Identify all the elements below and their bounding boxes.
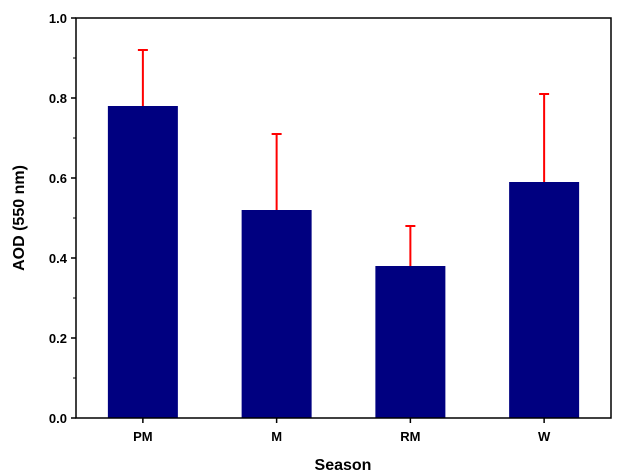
bar-rm: [375, 266, 446, 418]
x-tick-label-pm: PM: [133, 429, 153, 444]
y-tick-label: 0.2: [49, 331, 67, 346]
bar-pm: [107, 106, 178, 418]
x-axis: PM M RM W: [133, 418, 551, 444]
x-tick-label-w: W: [538, 429, 551, 444]
x-tick-label-m: M: [271, 429, 282, 444]
y-tick-label: 0.6: [49, 171, 67, 186]
y-tick-label: 0.8: [49, 91, 67, 106]
y-tick-label: 1.0: [49, 11, 67, 26]
error-bars-layer: [137, 49, 550, 266]
x-tick-label-rm: RM: [400, 429, 420, 444]
bars-layer: [107, 106, 580, 418]
y-axis-title: AOD (550 nm): [11, 165, 28, 271]
x-axis-title: Season: [315, 457, 372, 474]
bar-m: [241, 210, 312, 418]
bar-w: [509, 182, 580, 418]
y-tick-label: 0.0: [49, 411, 67, 426]
y-axis: 0.0 0.2 0.4 0.6 0.8 1.0: [49, 11, 76, 426]
y-tick-label: 0.4: [49, 251, 68, 266]
